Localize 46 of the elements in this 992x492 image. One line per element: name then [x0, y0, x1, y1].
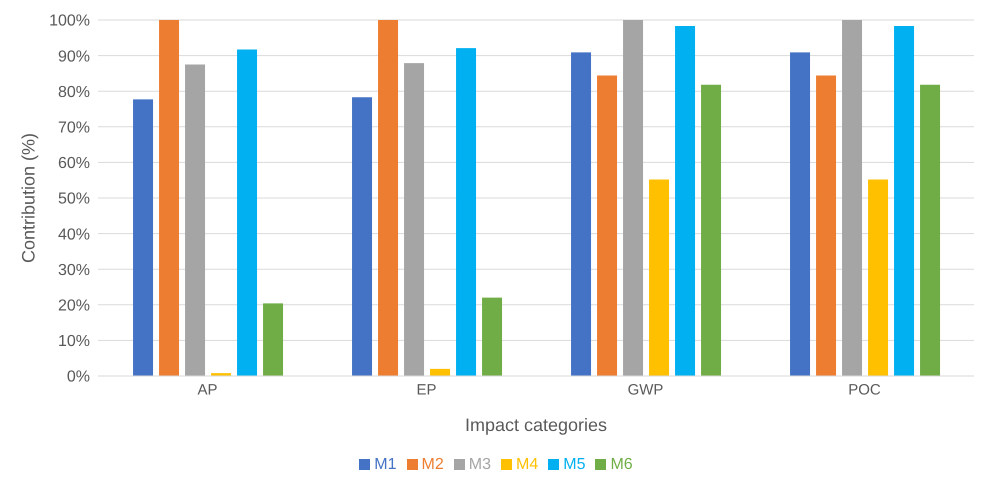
y-tick-label: 70% — [58, 119, 90, 136]
bar — [649, 179, 670, 376]
bar — [352, 97, 372, 376]
bar — [920, 84, 940, 376]
bar — [404, 63, 424, 376]
bar — [482, 298, 502, 376]
bar — [571, 52, 592, 376]
x-tick-label: POC — [848, 382, 881, 399]
bar — [623, 20, 644, 376]
y-tick-label: 50% — [58, 190, 90, 208]
y-tick-label: 90% — [58, 48, 90, 66]
y-tick-label: 30% — [58, 262, 90, 279]
y-tick-label: 10% — [58, 333, 90, 350]
legend-label: M5 — [563, 456, 586, 473]
x-tick-label: GWP — [628, 382, 664, 399]
bar — [185, 64, 206, 376]
y-tick-label: 100% — [49, 12, 90, 30]
bar — [675, 26, 696, 376]
y-tick-label: 60% — [58, 155, 90, 172]
y-tick-label: 20% — [58, 297, 90, 314]
bar — [597, 76, 618, 376]
bar — [263, 303, 284, 376]
y-tick-label: 0% — [66, 368, 90, 386]
bar — [456, 48, 476, 376]
x-tick-label: AP — [197, 382, 218, 399]
bar — [701, 84, 722, 376]
x-axis-title: Impact categories — [464, 415, 608, 435]
bar — [842, 20, 862, 376]
legend-label: M3 — [468, 456, 491, 473]
x-tick-label: EP — [416, 382, 437, 399]
bar — [790, 52, 810, 376]
bar — [378, 20, 398, 376]
y-axis-title: Contribution (%) — [18, 132, 38, 264]
legend-label: M4 — [516, 456, 538, 473]
legend-label: M6 — [610, 456, 633, 473]
legend-label: M2 — [422, 456, 444, 473]
legend-label: M1 — [374, 456, 397, 473]
y-tick-label: 40% — [58, 226, 90, 244]
bar — [816, 76, 836, 376]
y-tick-label: 80% — [58, 84, 90, 101]
bar — [868, 179, 888, 376]
bar — [430, 368, 450, 376]
bar — [159, 20, 180, 376]
bar — [237, 50, 258, 376]
bar — [894, 26, 914, 376]
bar — [133, 99, 154, 376]
